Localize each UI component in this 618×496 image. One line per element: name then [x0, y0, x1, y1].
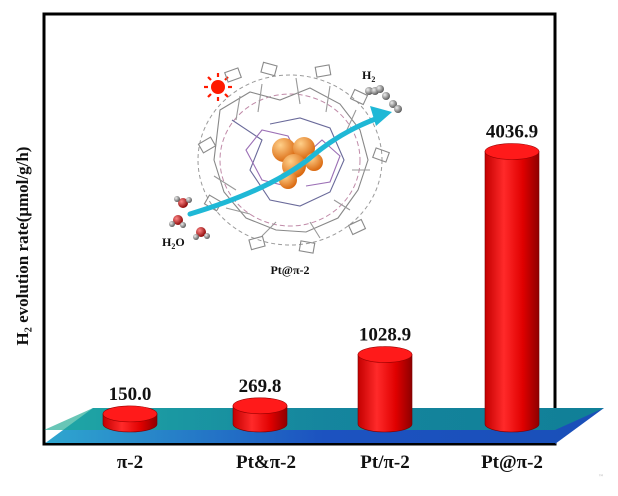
inset-illustration: H2 H2O Pt@π-2: [162, 61, 402, 277]
bar: [357, 346, 413, 433]
bar-top: [357, 346, 413, 363]
x-tick-labels: π-2 Pt&π-2 Pt/π-2 Pt@π-2: [117, 452, 543, 473]
x-tick-label: π-2: [117, 452, 143, 473]
bar: [484, 143, 540, 433]
inset-caption: Pt@π-2: [270, 263, 309, 277]
bar-top: [102, 405, 158, 423]
data-label: 269.8: [239, 376, 282, 397]
bar-top: [232, 397, 288, 415]
bar-body: [484, 151, 540, 433]
water-label: H2O: [162, 235, 185, 251]
x-tick-label: Pt/π-2: [360, 452, 409, 473]
chart-floor: [44, 408, 604, 444]
x-tick-label: Pt@π-2: [481, 452, 543, 473]
bar-top: [484, 143, 540, 160]
x-tick-label: Pt&π-2: [236, 452, 296, 473]
pt-cluster: [272, 137, 323, 189]
watermark: ™: [598, 474, 604, 481]
h2-label: H2: [362, 68, 375, 84]
plot-frame: [42, 12, 557, 446]
bars-group: 150.0 269.8 1028.9 4036.9: [102, 122, 540, 433]
h2-molecules-icon: [365, 85, 402, 113]
y-axis-title: H₂ evolution rate(μmol/g/h): [13, 147, 32, 346]
bar: [102, 405, 158, 433]
data-label: 4036.9: [486, 122, 538, 143]
water-molecules-icon: [169, 196, 210, 240]
bar-body: [357, 354, 413, 433]
reaction-arrow: [187, 106, 392, 217]
data-label: 150.0: [109, 384, 152, 405]
data-label: 1028.9: [359, 325, 411, 346]
bar: [232, 397, 288, 433]
sun-icon: [204, 73, 232, 101]
